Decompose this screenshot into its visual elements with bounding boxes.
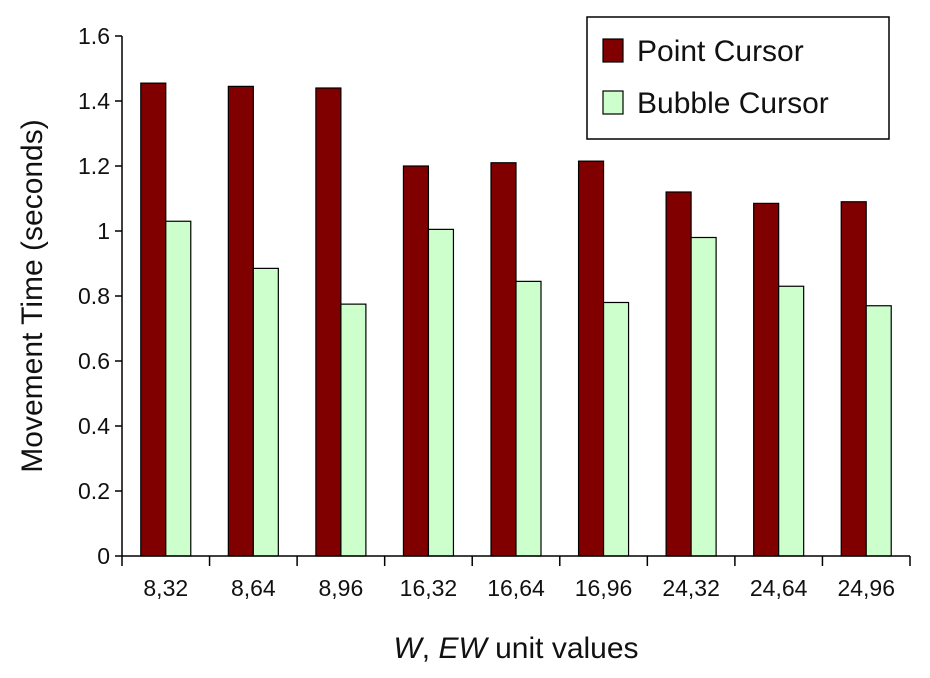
y-tick-label: 0.2 xyxy=(78,478,110,504)
bar-bubble-cursor-7 xyxy=(690,236,717,557)
x-tick-label: 8,32 xyxy=(143,575,188,601)
x-tick-label: 24,32 xyxy=(662,575,720,601)
y-tick-label: 0.6 xyxy=(78,348,110,374)
x-tick-label: 8,96 xyxy=(319,575,364,601)
y-tick-label: 0.8 xyxy=(78,283,110,309)
legend-swatch-point-cursor xyxy=(602,38,624,63)
bar-bubble-cursor-3 xyxy=(340,303,367,557)
bar-bubble-cursor-8 xyxy=(778,285,805,557)
bar-bubble-cursor-1 xyxy=(165,220,192,557)
bar-bubble-cursor-6 xyxy=(602,301,630,557)
x-tick-label: 16,96 xyxy=(575,575,633,601)
bar-point-cursor-8 xyxy=(753,202,780,557)
y-tick-label: 1.4 xyxy=(78,88,110,114)
y-tick-label: 1.6 xyxy=(78,23,110,49)
bar-bubble-cursor-5 xyxy=(515,280,542,557)
bar-point-cursor-5 xyxy=(490,162,517,557)
y-tick-label: 1 xyxy=(97,218,110,244)
y-ticks-group: 0 0.2 0.4 0.6 0.8 1 1.2 1.4 1.6 xyxy=(78,23,122,569)
x-axis-title-ew: EW xyxy=(438,632,489,665)
legend-box xyxy=(586,16,890,140)
x-tick-label: 24,64 xyxy=(750,575,808,601)
x-tick-label: 16,64 xyxy=(487,575,545,601)
y-tick-label: 0.4 xyxy=(78,413,110,439)
y-axis-title: Movement Time (seconds) xyxy=(16,119,49,472)
x-axis-title-w: W xyxy=(393,632,424,665)
x-axis-title: W, EW unit values xyxy=(393,632,638,665)
bar-point-cursor-7 xyxy=(665,191,692,557)
x-ticks-group: 8,32 8,64 8,96 16,32 16,64 16,96 24,32 24,64 24,… xyxy=(121,556,911,601)
x-tick-label: 8,64 xyxy=(231,575,276,601)
bar-point-cursor-4 xyxy=(402,165,430,557)
bar-point-cursor-9 xyxy=(840,201,867,557)
x-tick-label: 16,32 xyxy=(400,575,458,601)
bar-point-cursor-3 xyxy=(315,87,342,557)
bars-group xyxy=(140,82,892,557)
bar-point-cursor-1 xyxy=(140,82,167,557)
bar-bubble-cursor-4 xyxy=(427,228,455,557)
legend: Point Cursor Bubble Cursor xyxy=(586,16,890,140)
y-tick-label: 1.2 xyxy=(78,153,110,179)
x-tick-label: 24,96 xyxy=(837,575,895,601)
bar-point-cursor-2 xyxy=(227,85,254,557)
bar-bubble-cursor-9 xyxy=(865,305,892,557)
x-axis-title-sep: , xyxy=(422,632,439,665)
bar-bubble-cursor-2 xyxy=(252,267,279,557)
legend-swatch-bubble-cursor xyxy=(602,90,624,115)
x-axis-title-rest: unit values xyxy=(487,632,639,665)
y-tick-label: 0 xyxy=(97,543,110,569)
legend-label-point-cursor: Point Cursor xyxy=(637,35,804,68)
legend-label-bubble-cursor: Bubble Cursor xyxy=(637,87,829,120)
bar-point-cursor-6 xyxy=(577,160,605,557)
